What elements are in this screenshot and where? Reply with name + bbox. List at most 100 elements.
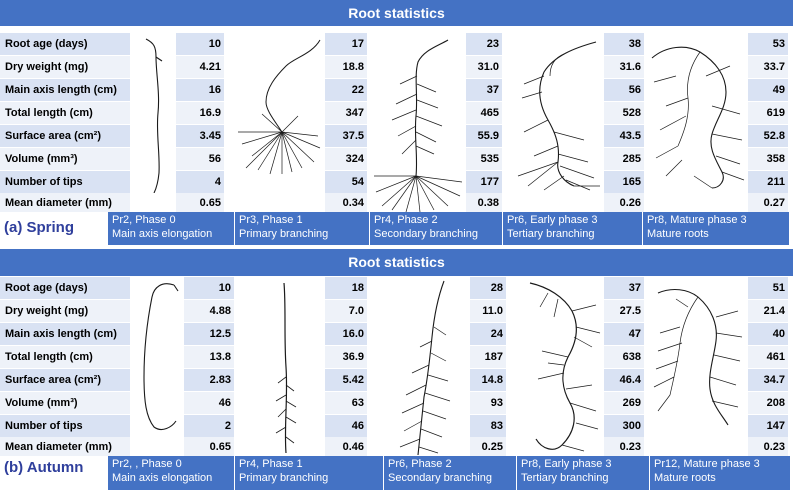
spring-row-age: Root age (days) 10 17 23 38 53 (0, 33, 793, 55)
value-cell: 23 (466, 33, 502, 55)
value-cell: 528 (604, 102, 644, 124)
spring-title: Root statistics (0, 0, 793, 26)
row-label: Dry weight (mg) (0, 56, 130, 78)
autumn-title: Root statistics (0, 249, 793, 276)
caption-line1: Pr4, Phase 2 (374, 214, 438, 226)
autumn-row-diameter: Mean diameter (mm) 0.65 0.46 0.25 0.23 0… (0, 437, 793, 456)
value-cell: 0.38 (466, 193, 502, 212)
value-cell: 0.65 (184, 437, 234, 456)
row-label: Main axis length (cm) (0, 323, 130, 345)
phase-caption: Pr6, Early phase 3 Tertiary branching (503, 212, 642, 245)
caption-line2: Secondary branching (388, 472, 492, 484)
row-label: Surface area (cm²) (0, 369, 130, 391)
value-cell: 46 (184, 392, 234, 414)
value-cell: 22 (325, 79, 367, 101)
value-cell: 358 (748, 148, 788, 170)
phase-caption: Pr8, Early phase 3 Tertiary branching (517, 456, 649, 490)
value-cell: 0.46 (325, 437, 367, 456)
value-cell: 12.5 (184, 323, 234, 345)
caption-line2: Secondary branching (374, 228, 478, 240)
root-image (384, 277, 470, 457)
value-cell: 300 (604, 415, 644, 437)
caption-line2: Main axis elongation (112, 472, 213, 484)
value-cell: 3.45 (176, 125, 224, 147)
value-cell: 11.0 (470, 300, 506, 322)
caption-line2: Primary branching (239, 228, 329, 240)
value-cell: 37 (466, 79, 502, 101)
caption-line1: Pr2, Phase 0 (112, 214, 176, 226)
autumn-row-dry-weight: Dry weight (mg) 4.88 7.0 11.0 27.5 21.4 (0, 300, 793, 322)
value-cell: 208 (748, 392, 788, 414)
spring-row-main-axis: Main axis length (cm) 16 22 37 56 49 (0, 79, 793, 101)
autumn-row-total-length: Total length (cm) 13.8 36.9 187 638 461 (0, 346, 793, 368)
spring-row-total-length: Total length (cm) 16.9 347 465 528 619 (0, 102, 793, 124)
root-image (240, 277, 324, 457)
autumn-row-main-axis: Main axis length (cm) 12.5 16.0 24 47 40 (0, 323, 793, 345)
value-cell: 638 (604, 346, 644, 368)
row-label: Mean diameter (mm) (0, 437, 130, 456)
root-image (518, 277, 604, 457)
row-label: Surface area (cm²) (0, 125, 130, 147)
value-cell: 324 (325, 148, 367, 170)
root-image (372, 36, 466, 212)
value-cell: 0.25 (470, 437, 506, 456)
phase-caption: Pr4, Phase 1 Primary branching (235, 456, 383, 490)
value-cell: 347 (325, 102, 367, 124)
value-cell: 28 (470, 277, 506, 299)
value-cell: 16.9 (176, 102, 224, 124)
value-cell: 465 (466, 102, 502, 124)
row-label: Root age (days) (0, 33, 130, 55)
value-cell: 27.5 (604, 300, 644, 322)
value-cell: 7.0 (325, 300, 367, 322)
value-cell: 21.4 (748, 300, 788, 322)
phase-caption: Pr3, Phase 1 Primary branching (235, 212, 369, 245)
value-cell: 0.27 (748, 193, 788, 212)
season-label-spring: (a) Spring (4, 219, 74, 236)
value-cell: 14.8 (470, 369, 506, 391)
root-image (648, 277, 748, 437)
caption-line1: Pr6, Early phase 3 (507, 214, 598, 226)
value-cell: 10 (184, 277, 234, 299)
row-label: Number of tips (0, 415, 130, 437)
caption-line2: Main axis elongation (112, 228, 213, 240)
phase-caption: Pr2, , Phase 0 Main axis elongation (108, 456, 234, 490)
row-label: Main axis length (cm) (0, 79, 130, 101)
row-label: Root age (days) (0, 277, 130, 299)
value-cell: 56 (176, 148, 224, 170)
value-cell: 18.8 (325, 56, 367, 78)
value-cell: 5.42 (325, 369, 367, 391)
value-cell: 0.23 (604, 437, 644, 456)
value-cell: 4 (176, 171, 224, 193)
value-cell: 49 (748, 79, 788, 101)
caption-line1: Pr8, Mature phase 3 (647, 214, 747, 226)
caption-line2: Mature roots (647, 228, 709, 240)
spring-row-volume: Volume (mm³) 56 324 535 285 358 (0, 148, 793, 170)
row-label: Mean diameter (mm) (0, 193, 130, 212)
value-cell: 24 (470, 323, 506, 345)
caption-line2: Primary branching (239, 472, 329, 484)
season-label-autumn: (b) Autumn (4, 459, 84, 476)
value-cell: 52.8 (748, 125, 788, 147)
root-image (504, 36, 604, 192)
value-cell: 17 (325, 33, 367, 55)
row-label: Volume (mm³) (0, 392, 130, 414)
value-cell: 31.0 (466, 56, 502, 78)
caption-line1: Pr3, Phase 1 (239, 214, 303, 226)
value-cell: 83 (470, 415, 506, 437)
value-cell: 43.5 (604, 125, 644, 147)
phase-caption: Pr8, Mature phase 3 Mature roots (643, 212, 789, 245)
value-cell: 37 (604, 277, 644, 299)
value-cell: 0.26 (604, 193, 644, 212)
value-cell: 46.4 (604, 369, 644, 391)
autumn-row-tips: Number of tips 2 46 83 300 147 (0, 415, 793, 437)
spring-row-surface-area: Surface area (cm²) 3.45 37.5 55.9 43.5 5… (0, 125, 793, 147)
value-cell: 461 (748, 346, 788, 368)
value-cell: 51 (748, 277, 788, 299)
row-label: Total length (cm) (0, 102, 130, 124)
spring-panel: Root statistics Root age (days) 10 17 23… (0, 0, 793, 245)
value-cell: 36.9 (325, 346, 367, 368)
row-label: Total length (cm) (0, 346, 130, 368)
spring-row-tips: Number of tips 4 54 177 165 211 (0, 171, 793, 193)
value-cell: 0.34 (325, 193, 367, 212)
row-label: Volume (mm³) (0, 148, 130, 170)
